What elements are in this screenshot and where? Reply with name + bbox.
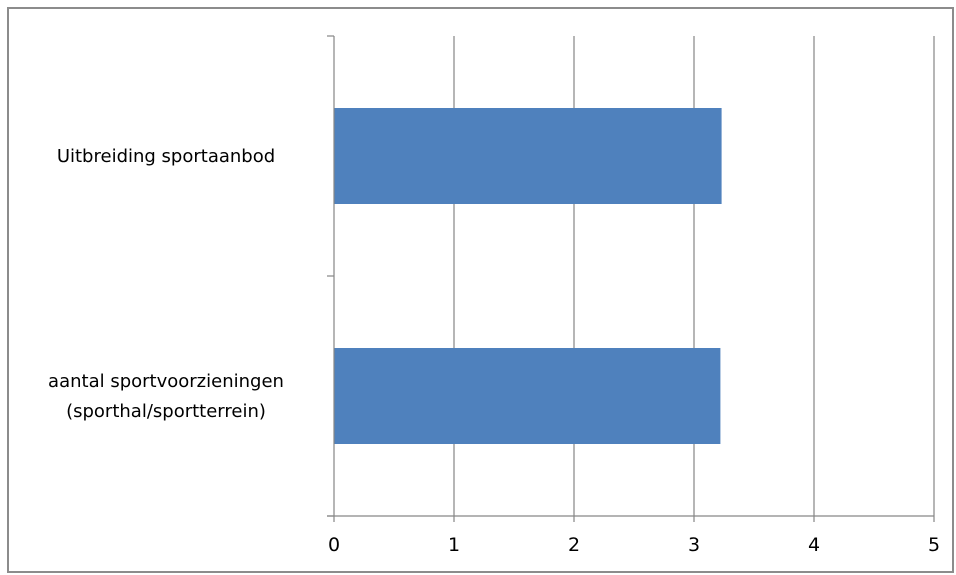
- category-label-1-line-1: (sporthal/sportterrein): [66, 401, 266, 422]
- x-tick-label-2: 2: [568, 534, 580, 556]
- chart-frame: [7, 7, 954, 573]
- category-label-0-line-0: Uitbreiding sportaanbod: [57, 146, 275, 167]
- bar-1: [334, 348, 721, 444]
- axes: [327, 35, 935, 522]
- bar-0: [334, 108, 722, 204]
- x-tick-label-1: 1: [448, 534, 460, 556]
- bars: [334, 108, 722, 444]
- x-tick-label-4: 4: [808, 534, 820, 556]
- labels: 0 1 2 3 4 5 Uitbreiding sportaanbod aantal spor…: [48, 146, 940, 556]
- x-tick-label-5: 5: [928, 534, 940, 556]
- category-label-1-line-0: aantal sportvoorzieningen: [48, 371, 284, 392]
- x-tick-label-0: 0: [328, 534, 340, 556]
- x-tick-label-3: 3: [688, 534, 700, 556]
